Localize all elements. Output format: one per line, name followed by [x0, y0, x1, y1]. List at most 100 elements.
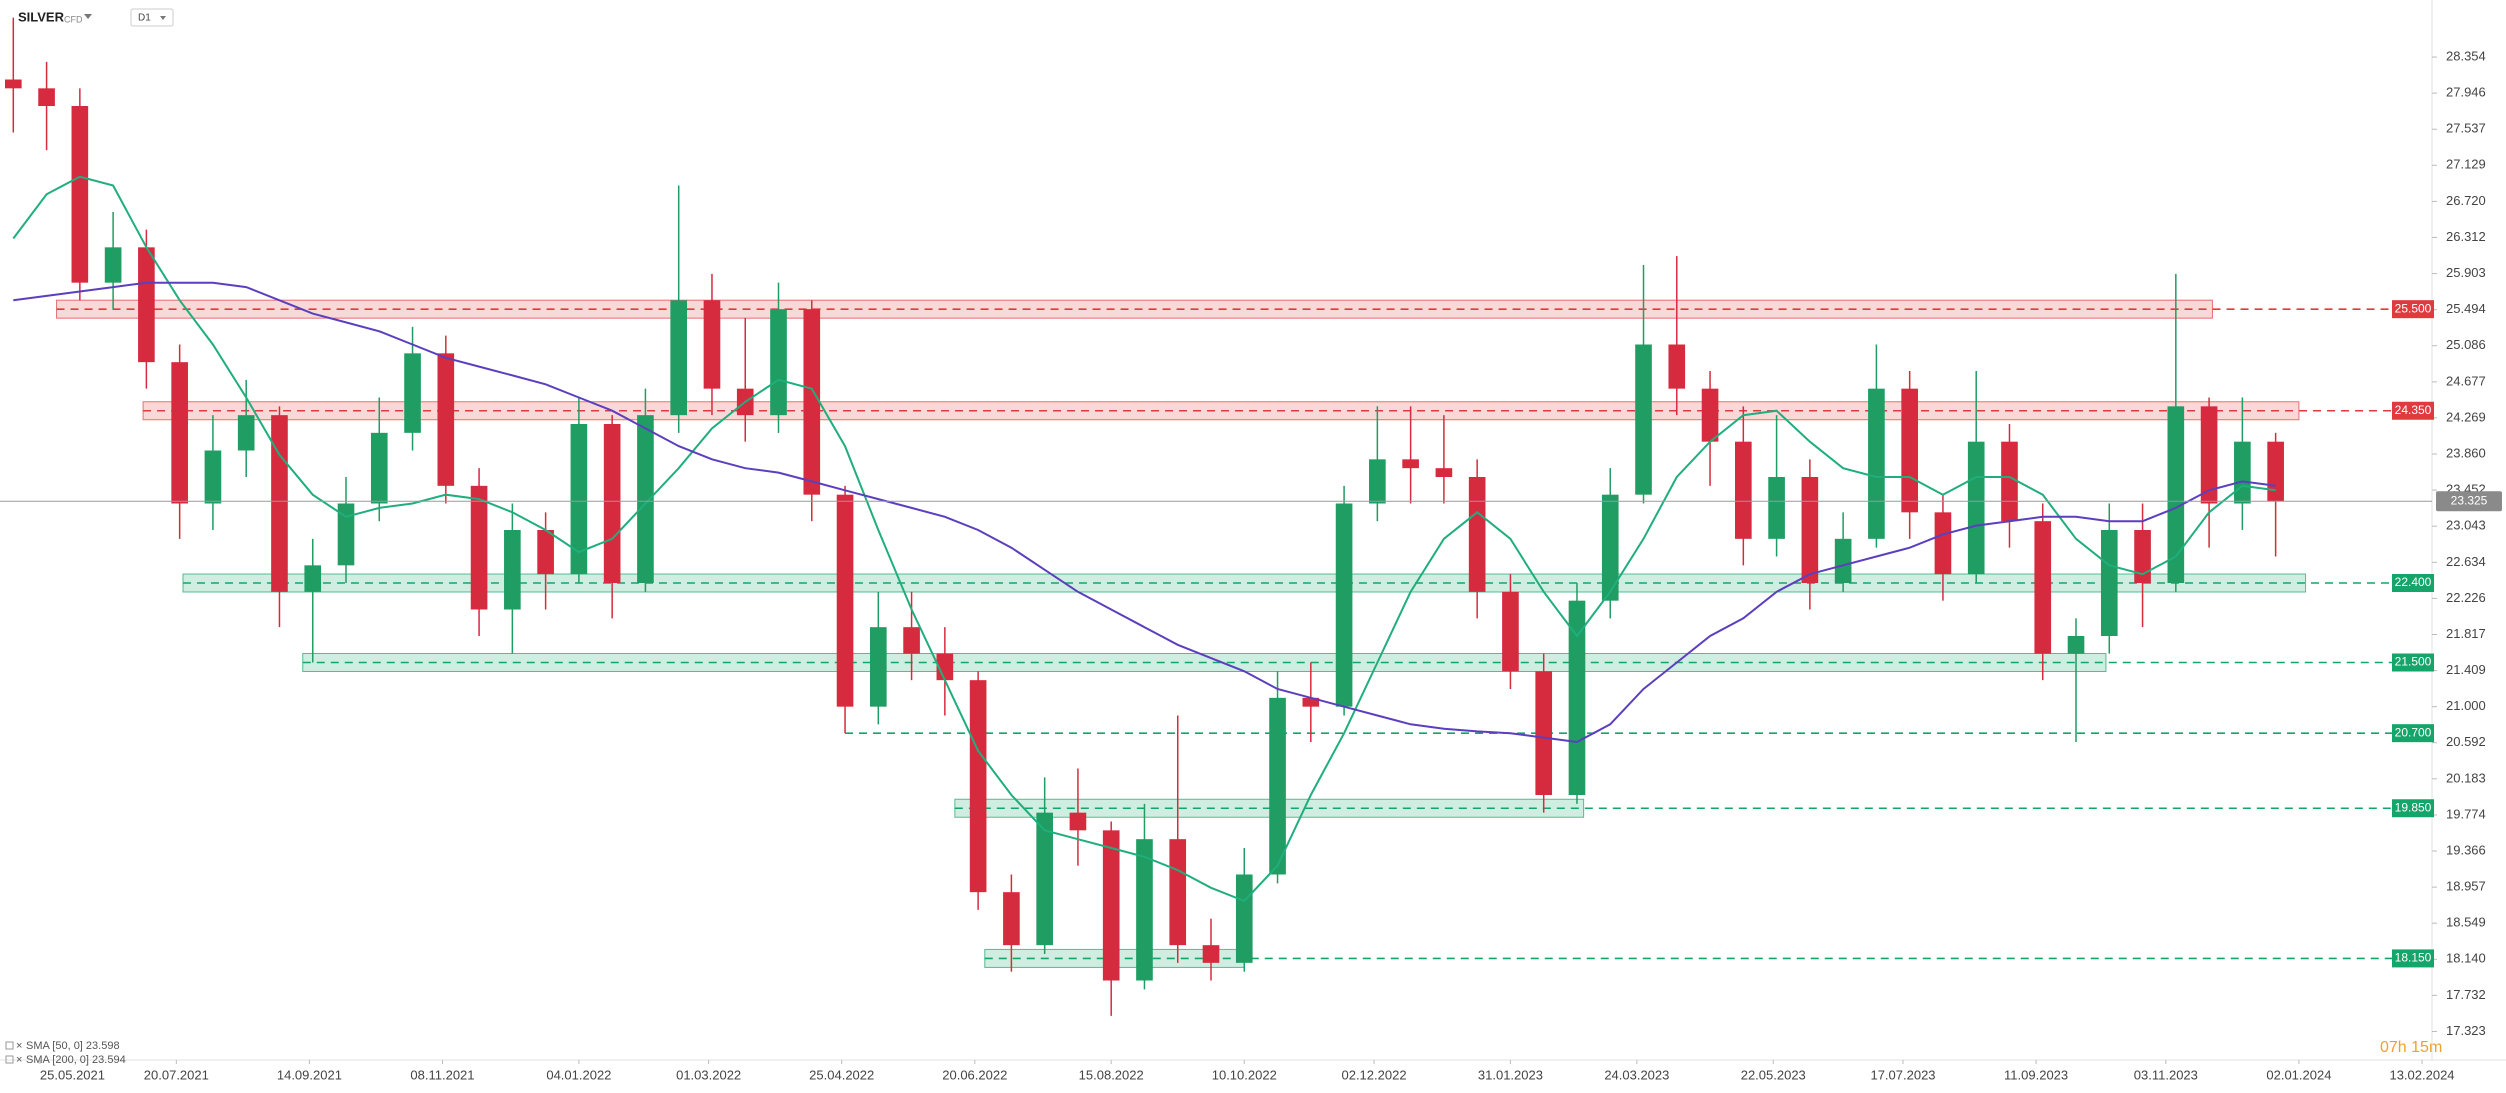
candle-body	[71, 106, 89, 283]
y-tick-label: 24.269	[2446, 409, 2486, 424]
candle-body	[1901, 388, 1918, 513]
candle-body	[1967, 441, 1985, 575]
candle-body	[2100, 530, 2118, 636]
y-tick-label: 26.720	[2446, 193, 2486, 208]
candle-body	[1335, 503, 1353, 707]
level-tag	[2392, 799, 2434, 818]
candle-body	[2034, 521, 2052, 654]
level-label: 22.400	[2395, 575, 2432, 589]
candle-body	[1768, 477, 1785, 539]
x-tick-label: 17.07.2023	[1870, 1067, 1935, 1082]
candle-body	[271, 415, 288, 592]
y-tick-label: 28.354	[2446, 49, 2486, 64]
legend-entry[interactable]: SMA [50, 0] 23.598	[26, 1040, 120, 1052]
legend-entry[interactable]: SMA [200, 0] 23.594	[26, 1054, 126, 1066]
candle-body	[1435, 468, 1453, 477]
candle-body	[1468, 477, 1486, 592]
header: SILVER CFD D1	[18, 8, 174, 27]
level-label: 19.850	[2395, 800, 2432, 814]
level-tag	[2392, 401, 2434, 420]
level-tag	[2392, 653, 2434, 672]
candle-body	[204, 450, 222, 504]
legend-icon	[5, 1041, 14, 1050]
level-label: 20.700	[2395, 725, 2432, 739]
level-label: 21.500	[2395, 655, 2432, 669]
y-tick-label: 23.860	[2446, 445, 2486, 460]
candle-body	[1036, 812, 1053, 946]
levels: 25.500 24.350 22.400 21.500 20.700 19.850 18.1…	[56, 299, 2434, 968]
x-tick-label: 10.10.2022	[1212, 1067, 1277, 1082]
candle-body	[1601, 494, 1619, 601]
symbol-dropdown-arrow[interactable]	[84, 14, 92, 19]
candle-body	[770, 309, 787, 416]
candle-body	[138, 247, 155, 363]
candle-body	[603, 424, 621, 583]
legend-icon	[5, 1055, 14, 1064]
y-tick-label: 21.000	[2446, 698, 2486, 713]
x-tick-label: 02.01.2024	[2266, 1067, 2331, 1082]
candle-body	[1069, 812, 1087, 831]
candle-body	[1701, 388, 1719, 442]
candle-body	[304, 565, 322, 592]
timeframe-box[interactable]	[130, 8, 174, 27]
level-tag	[2392, 574, 2434, 592]
candle-body	[570, 424, 588, 575]
candle-body	[1369, 459, 1386, 504]
x-tick-label: 02.12.2022	[1341, 1067, 1406, 1082]
candle-body	[537, 530, 554, 575]
level-tag	[2392, 949, 2434, 968]
sma-line	[13, 281, 2276, 744]
sma-line	[12, 175, 2276, 903]
current-price-label: 23.325	[2451, 493, 2488, 507]
y-tick-label: 19.774	[2446, 806, 2486, 821]
candle-body	[1535, 671, 1553, 795]
candles	[4, 17, 2284, 1016]
x-tick-label: 15.08.2022	[1079, 1067, 1144, 1082]
candle-body	[2134, 530, 2151, 583]
candle-body	[803, 309, 821, 495]
y-tick-label: 26.312	[2446, 229, 2486, 244]
candle-body	[1269, 697, 1286, 875]
candle-body	[370, 432, 388, 504]
candle-body	[337, 503, 355, 566]
candle-body	[1934, 512, 1952, 575]
y-tick-label: 24.677	[2446, 373, 2486, 388]
candle-body	[1003, 892, 1020, 946]
y-tick-label: 18.957	[2446, 879, 2486, 894]
timeframe-label: D1	[138, 13, 151, 24]
x-tick-label: 11.09.2023	[2004, 1067, 2068, 1082]
candle-body	[4, 79, 22, 89]
candle-body	[171, 362, 188, 504]
y-tick-label: 20.592	[2446, 734, 2486, 749]
x-tick-label: 24.03.2023	[1604, 1067, 1669, 1082]
x-tick-label: 20.07.2021	[144, 1067, 209, 1082]
x-tick-label: 22.05.2023	[1741, 1067, 1806, 1082]
candle-body	[104, 247, 122, 283]
level-tag	[2392, 300, 2434, 319]
symbol-title[interactable]: SILVER	[18, 9, 65, 24]
candle-body	[637, 415, 654, 583]
candle-body	[1235, 874, 1253, 963]
x-tick-label: 25.04.2022	[809, 1067, 874, 1082]
candle-body	[470, 485, 488, 610]
candle-body	[1102, 830, 1120, 981]
y-tick-label: 18.140	[2446, 951, 2486, 966]
level-label: 24.350	[2395, 403, 2432, 417]
x-tick-label: 01.03.2022	[676, 1067, 741, 1082]
candle-body	[969, 680, 987, 893]
level-zone	[182, 573, 2307, 593]
candle-body	[2234, 441, 2251, 504]
y-tick-label: 27.129	[2446, 157, 2486, 172]
candle-body	[1169, 839, 1187, 946]
x-tick-label: 31.01.2023	[1478, 1067, 1543, 1082]
candle-body	[1635, 344, 1652, 495]
candle-body	[1502, 591, 1519, 672]
y-tick-label: 17.732	[2446, 987, 2486, 1002]
candle-body	[903, 627, 920, 654]
x-tick-label: 03.11.2023	[2134, 1067, 2198, 1082]
candle-body	[1568, 600, 1586, 795]
y-tick-label: 17.323	[2446, 1023, 2486, 1038]
level-tag	[2392, 724, 2434, 743]
y-tick-label: 22.226	[2446, 590, 2486, 605]
x-tick-label: 25.05.2021	[40, 1067, 105, 1082]
